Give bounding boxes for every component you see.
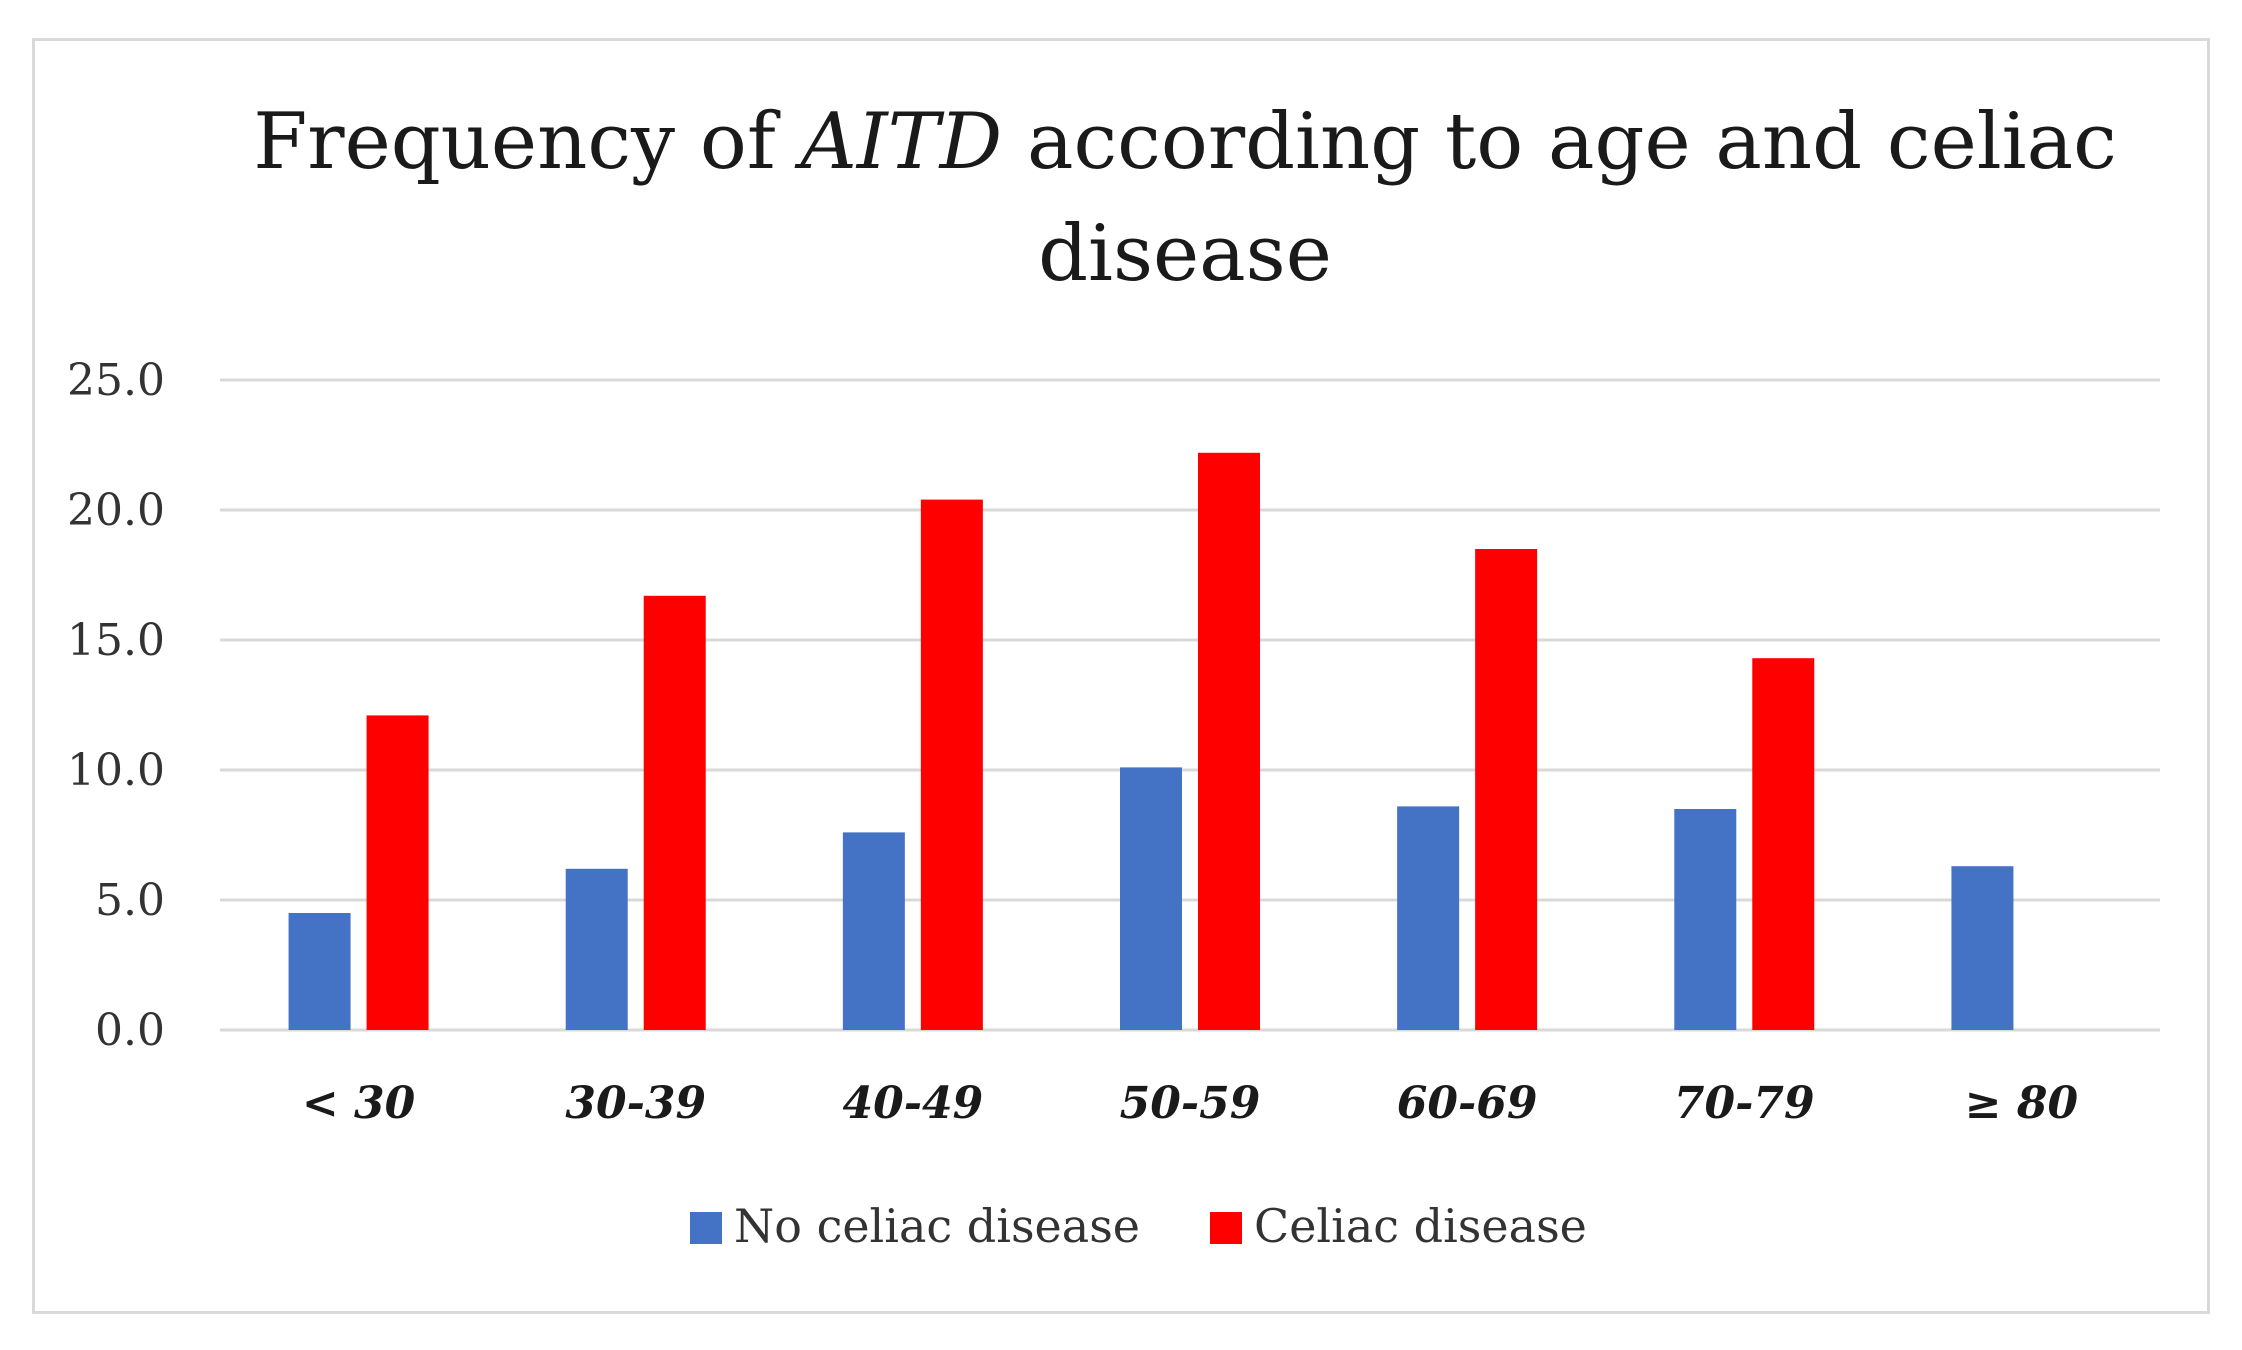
legend-item-no-celiac: No celiac disease [690,1199,1140,1253]
x-tick-labels: < 30 30-39 40-49 50-59 60-69 70-79 ≥ 80 [302,1078,2079,1129]
legend: No celiac disease Celiac disease [690,1199,1587,1253]
gridlines [220,378,2160,1032]
bars [288,452,2014,1031]
y-tick-label: 5.0 [95,875,165,926]
x-tick-label: 40-49 [842,1078,983,1129]
chart-frame [32,38,2210,1314]
chart-title-line2: disease [1038,209,1332,299]
y-tick-label: 20.0 [67,485,165,536]
bar-no-celiac-1 [565,868,628,1030]
chart-title-part3: according to age and celiac [1002,97,2117,187]
bar-celiac-0 [366,715,429,1030]
bar-no-celiac-3 [1120,767,1182,1030]
x-tick-label: < 30 [302,1078,416,1129]
y-tick-label: 10.0 [67,745,165,796]
bar-no-celiac-4 [1397,806,1460,1030]
bar-celiac-4 [1475,549,1538,1030]
legend-swatch [690,1212,722,1244]
bar-no-celiac-5 [1674,809,1737,1030]
chart-title-part1: Frequency of [253,97,800,187]
x-tick-label: 30-39 [565,1078,706,1129]
bar-celiac-1 [643,595,706,1030]
legend-label: Celiac disease [1254,1199,1587,1253]
legend-item-celiac: Celiac disease [1210,1199,1587,1253]
y-tick-labels: 0.0 5.0 10.0 15.0 20.0 25.0 [67,355,165,1056]
x-tick-label: ≥ 80 [1965,1078,2079,1129]
y-tick-label: 0.0 [95,1005,165,1056]
chart-title-italic: AITD [794,97,1002,187]
x-tick-label: 60-69 [1397,1078,1538,1129]
bar-no-celiac-2 [842,832,905,1030]
bar-no-celiac-0 [288,913,351,1030]
x-tick-label: 70-79 [1674,1078,1815,1129]
chart-title-line1: Frequency of AITD according to age and c… [253,97,2117,187]
y-tick-label: 15.0 [67,615,165,666]
bar-celiac-2 [920,499,983,1031]
bar-celiac-5 [1752,658,1815,1030]
bar-celiac-3 [1198,452,1260,1030]
legend-label: No celiac disease [734,1199,1140,1253]
y-tick-label: 25.0 [67,355,165,406]
x-tick-label: 50-59 [1120,1078,1261,1129]
bar-no-celiac-6 [1951,866,2014,1030]
legend-swatch [1210,1212,1242,1244]
